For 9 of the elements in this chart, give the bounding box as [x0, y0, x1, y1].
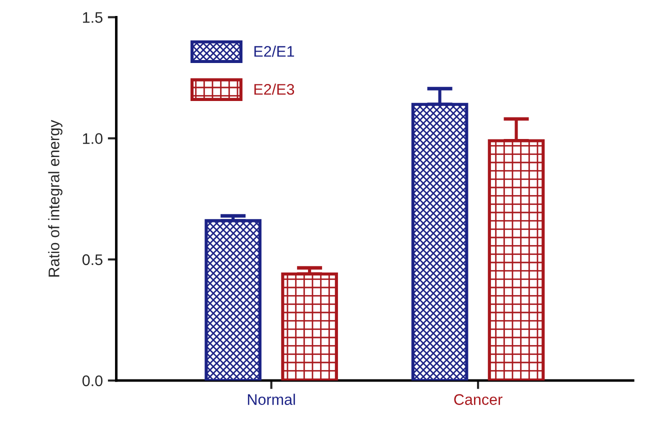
y-tick-label: 0.0: [82, 375, 102, 386]
y-axis-title: Ratio of integral energy: [48, 120, 62, 277]
legend-label: E2/E3: [254, 84, 294, 95]
legend-label: E2/E1: [254, 46, 294, 57]
y-tick-label: 1.0: [83, 133, 102, 144]
y-tick-label: 1.5: [83, 12, 102, 23]
x-tick-label: Normal: [248, 394, 295, 405]
x-tick-label: Cancer: [454, 394, 502, 405]
y-tick-label: 0.5: [82, 254, 102, 266]
